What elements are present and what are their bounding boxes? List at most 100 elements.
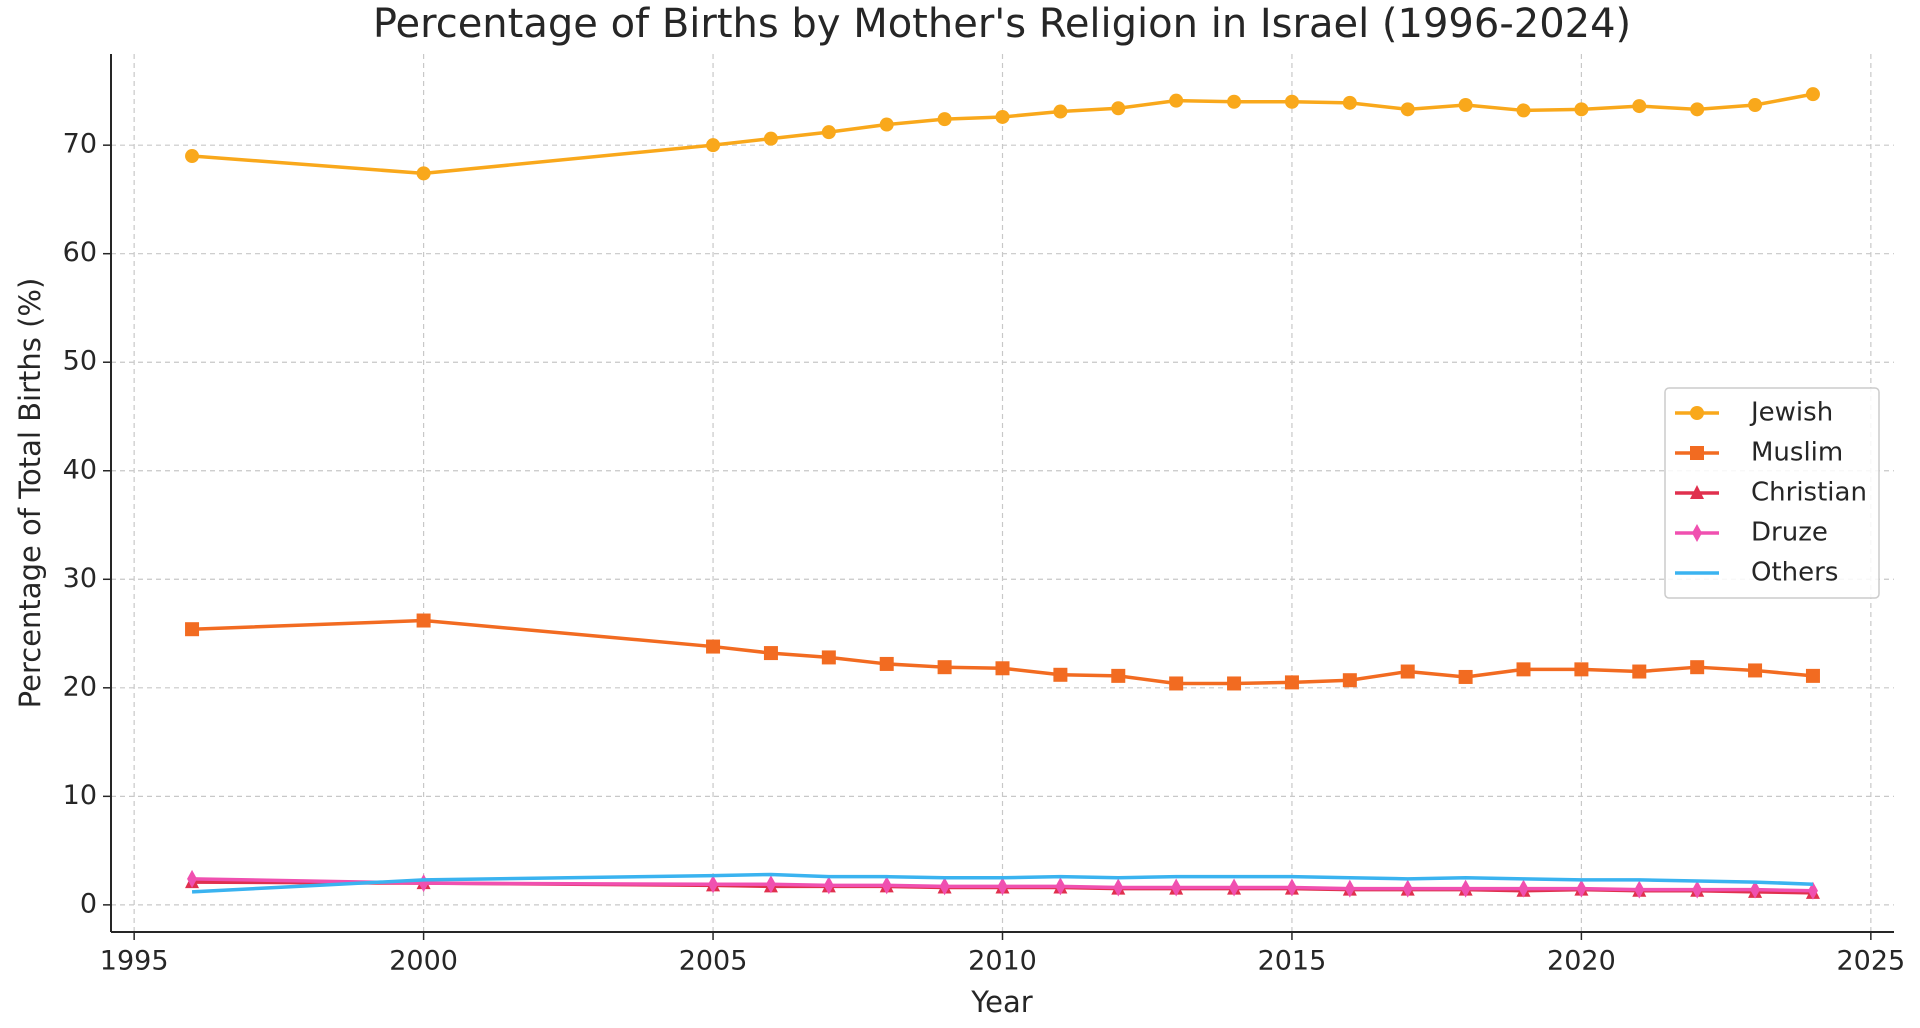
legend-label: Others [1751, 558, 1838, 588]
point [706, 138, 721, 153]
point [1171, 878, 1182, 897]
y-tick-label: 70 [63, 129, 97, 160]
point [1692, 524, 1702, 542]
y-tick-label: 60 [63, 237, 97, 268]
legend-label: Muslim [1751, 438, 1843, 468]
x-tick-label: 2010 [968, 946, 1037, 977]
point [763, 646, 778, 661]
point [1690, 446, 1704, 460]
point [187, 869, 198, 888]
y-tick-label: 30 [63, 563, 97, 594]
point [1576, 879, 1587, 898]
series-line [191, 618, 1814, 686]
legend-label: Christian [1751, 478, 1867, 508]
point [1690, 660, 1705, 675]
point [1227, 676, 1242, 691]
point [1748, 98, 1763, 113]
point [1227, 94, 1242, 109]
point [1053, 104, 1068, 119]
point [1400, 102, 1415, 117]
legend: Jewish Muslim Christian Druze Others [1664, 387, 1880, 599]
point [1750, 880, 1761, 899]
x-tick-label: 1995 [100, 946, 169, 977]
point [1690, 102, 1705, 117]
point [1518, 879, 1529, 898]
point [1113, 878, 1124, 897]
point [1229, 878, 1240, 897]
point [1111, 668, 1126, 683]
point [1632, 99, 1647, 114]
point [821, 125, 836, 140]
x-tick-label: 2025 [1836, 946, 1905, 977]
point [765, 875, 776, 894]
chart-title: Percentage of Births by Mother's Religio… [373, 1, 1631, 47]
point [706, 639, 721, 654]
point [1284, 94, 1299, 109]
point [1516, 103, 1531, 118]
point [1574, 662, 1589, 677]
point [1342, 673, 1357, 688]
y-tick-label: 10 [63, 780, 97, 811]
point [1574, 102, 1589, 117]
point [1284, 675, 1299, 690]
point [1286, 878, 1297, 897]
point [881, 876, 892, 895]
point [1053, 667, 1068, 682]
point [1516, 662, 1531, 677]
point [995, 109, 1010, 124]
x-tick-label: 2000 [389, 946, 458, 977]
point [879, 656, 894, 671]
point [1634, 880, 1645, 899]
y-tick-label: 20 [63, 671, 97, 702]
point [418, 874, 429, 893]
point [1807, 881, 1818, 900]
y-tick-label: 0 [80, 888, 97, 919]
point [1169, 676, 1184, 691]
point [823, 876, 834, 895]
point [937, 660, 952, 675]
point [1342, 95, 1357, 110]
point [763, 131, 778, 146]
legend-box [1664, 387, 1880, 599]
point [1402, 879, 1413, 898]
point [939, 877, 950, 896]
legend-label: Druze [1751, 518, 1828, 548]
y-tick-label: 40 [63, 454, 97, 485]
point [1458, 669, 1473, 684]
point [1690, 406, 1704, 420]
point [937, 112, 952, 127]
series-line [191, 872, 1814, 894]
point [1805, 668, 1820, 683]
point [1055, 877, 1066, 896]
point [995, 661, 1010, 676]
point [416, 166, 431, 181]
point [708, 875, 719, 894]
point [185, 149, 200, 164]
point [1111, 101, 1126, 116]
point [1344, 879, 1355, 898]
point [1169, 93, 1184, 108]
x-tick-label: 2005 [679, 946, 748, 977]
point [1748, 663, 1763, 678]
y-tick-label: 50 [63, 346, 97, 377]
x-tick-label: 2020 [1547, 946, 1616, 977]
point [1805, 87, 1820, 102]
point [1460, 879, 1471, 898]
x-axis-label: Year [970, 985, 1032, 1019]
point [1632, 664, 1647, 679]
point [879, 117, 894, 132]
x-tick-label: 2015 [1258, 946, 1327, 977]
series-line [192, 877, 1813, 893]
point [1690, 485, 1704, 499]
point [185, 622, 200, 637]
series-line [191, 92, 1814, 176]
legend-label: Jewish [1749, 398, 1833, 428]
point [1400, 664, 1415, 679]
point [1692, 880, 1703, 899]
point [1458, 98, 1473, 113]
y-axis-label: Percentage of Total Births (%) [13, 278, 47, 709]
point [416, 613, 431, 628]
point [821, 650, 836, 665]
